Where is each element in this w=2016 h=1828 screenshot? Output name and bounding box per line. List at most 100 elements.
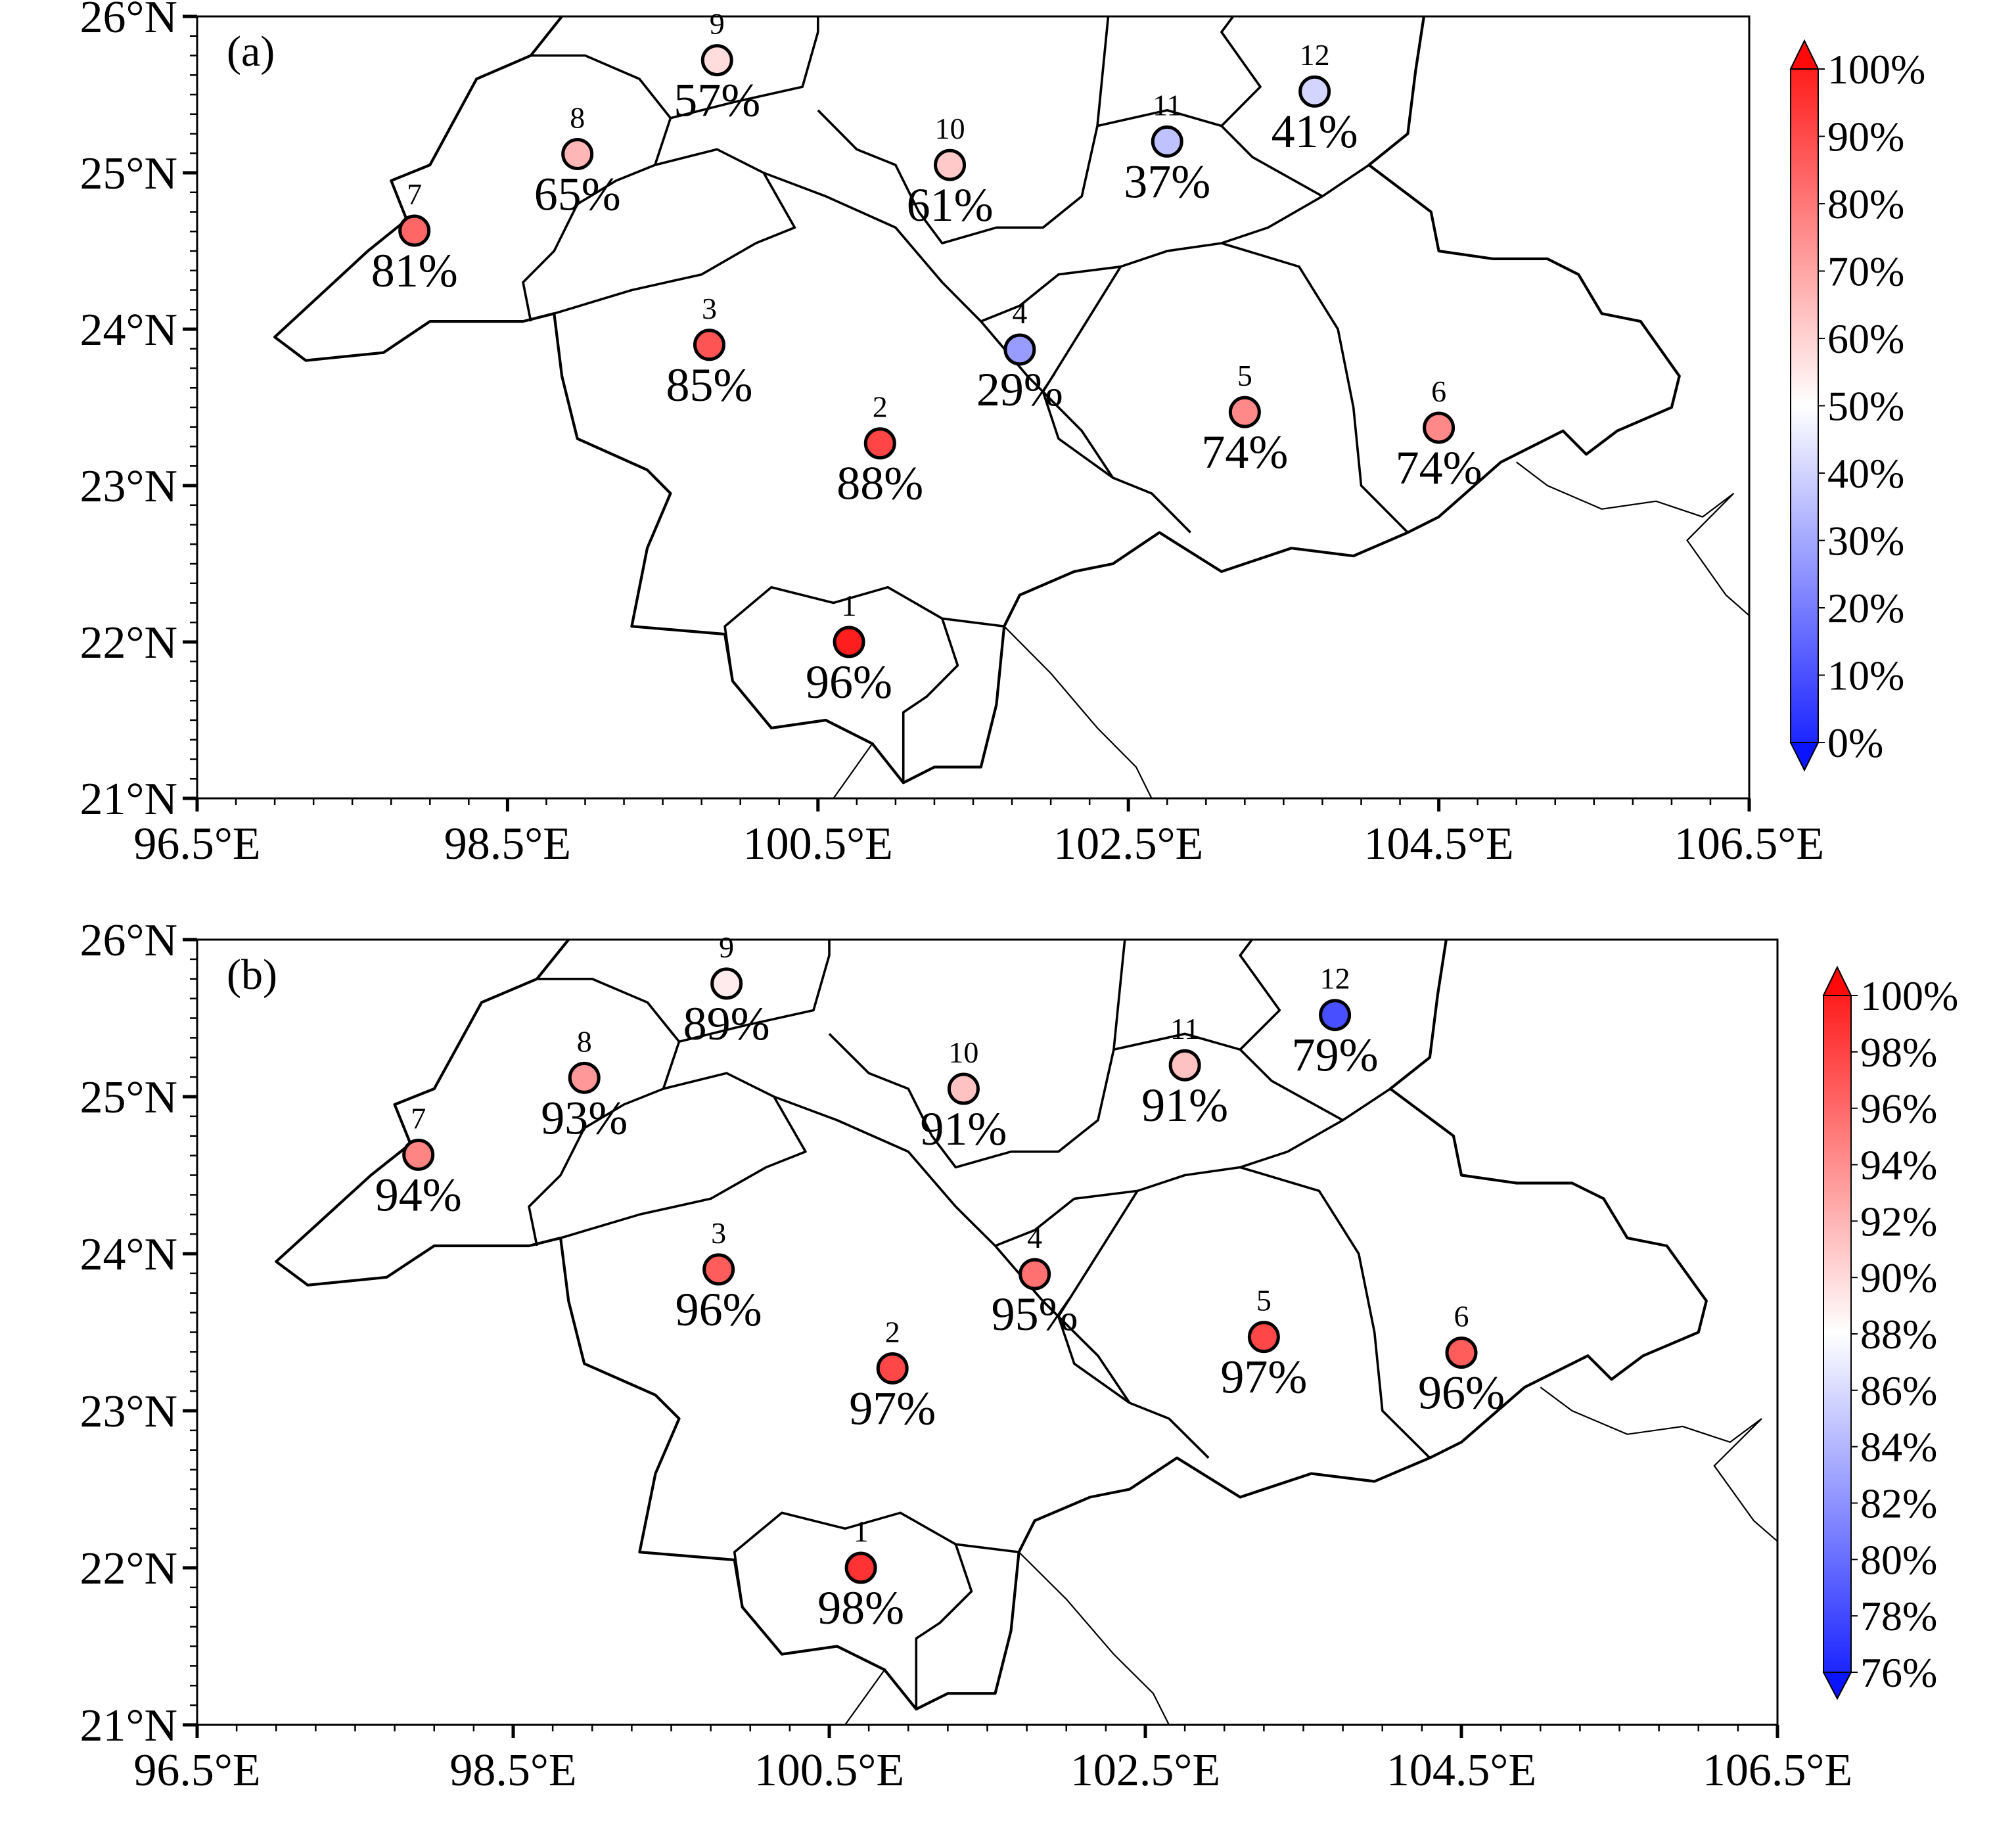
colorbar-label: 40% bbox=[1827, 450, 1904, 497]
colorbar-label: 60% bbox=[1827, 315, 1904, 362]
station-id: 11 bbox=[1153, 88, 1181, 122]
station-marker bbox=[700, 44, 733, 77]
colorbar-label: 92% bbox=[1860, 1198, 1937, 1245]
station-id: 6 bbox=[1454, 1300, 1469, 1333]
station-id: 1 bbox=[842, 589, 857, 622]
x-tick-label: 102.5°E bbox=[1070, 1745, 1220, 1796]
boundaries bbox=[275, 940, 1777, 1725]
colorbar-body bbox=[1823, 965, 1852, 1701]
station-5: 5 97% bbox=[1220, 1284, 1307, 1404]
station-value: 85% bbox=[666, 359, 752, 411]
country-border bbox=[1018, 1551, 1170, 1725]
station-value: 89% bbox=[683, 997, 770, 1050]
station-id: 4 bbox=[1012, 296, 1027, 330]
station-10: 10 61% bbox=[907, 112, 994, 231]
station-4: 4 95% bbox=[992, 1221, 1078, 1340]
station-value: 57% bbox=[674, 74, 760, 127]
station-11: 11 91% bbox=[1141, 1012, 1228, 1131]
colorbar-label: 84% bbox=[1860, 1424, 1937, 1471]
station-2: 2 88% bbox=[836, 390, 923, 510]
station-value: 29% bbox=[976, 363, 1063, 416]
district-boundary bbox=[1042, 265, 1122, 479]
station-7: 7 81% bbox=[371, 177, 458, 297]
station-value: 98% bbox=[817, 1582, 904, 1634]
station-9: 9 57% bbox=[674, 7, 760, 127]
colorbar-label: 78% bbox=[1860, 1593, 1937, 1639]
station-id: 5 bbox=[1256, 1284, 1271, 1317]
x-tick-label: 102.5°E bbox=[1053, 819, 1203, 869]
station-id: 8 bbox=[570, 101, 585, 134]
x-tick-label: 100.5°E bbox=[743, 819, 893, 869]
colorbar-label: 82% bbox=[1860, 1480, 1937, 1527]
district-boundary bbox=[553, 148, 796, 315]
district-boundary bbox=[1239, 940, 1281, 1051]
station-marker bbox=[1019, 1258, 1051, 1291]
y-tick-label: 23°N bbox=[80, 461, 177, 512]
district-boundary bbox=[817, 16, 1110, 244]
x-tick-label: 96.5°E bbox=[133, 819, 260, 869]
colorbar-label: 80% bbox=[1860, 1536, 1937, 1583]
station-1: 1 96% bbox=[806, 589, 892, 708]
station-marker bbox=[934, 149, 967, 181]
district-boundary bbox=[902, 618, 959, 783]
x-tick-label: 104.5°E bbox=[1386, 1745, 1536, 1796]
station-marker bbox=[844, 1551, 877, 1584]
station-value: 97% bbox=[1220, 1351, 1307, 1404]
x-tick-label: 100.5°E bbox=[754, 1745, 904, 1796]
station-marker bbox=[561, 137, 594, 170]
colorbar-max-extend bbox=[1822, 965, 1852, 996]
station-marker bbox=[1151, 125, 1183, 158]
district-boundary bbox=[1057, 1190, 1139, 1404]
station-marker bbox=[1319, 999, 1352, 1032]
y-tick-label: 26°N bbox=[80, 915, 177, 966]
station-8: 8 93% bbox=[541, 1024, 628, 1144]
province-boundary bbox=[275, 940, 1708, 1711]
y-tick-label: 22°N bbox=[80, 618, 177, 668]
country-border bbox=[844, 1669, 886, 1725]
colorbar-label: 0% bbox=[1827, 720, 1883, 766]
map-panel-b: 96.5°E 98.5°E 100.5°E 102.5°E 104.5°E 106.5°E… bbox=[80, 915, 1958, 1796]
colorbar-label: 30% bbox=[1827, 518, 1904, 564]
district-boundary bbox=[670, 16, 819, 120]
station-11: 11 37% bbox=[1124, 88, 1210, 208]
district-boundary bbox=[537, 978, 681, 1089]
station-marker bbox=[1228, 396, 1261, 428]
station-marker bbox=[693, 329, 725, 361]
colorbar-max-extend bbox=[1789, 39, 1820, 70]
station-id: 4 bbox=[1027, 1221, 1042, 1254]
colorbar-label: 90% bbox=[1827, 114, 1904, 160]
colorbar-body bbox=[1790, 39, 1819, 772]
colorbar-label: 20% bbox=[1827, 585, 1904, 631]
station-marker bbox=[710, 967, 743, 1000]
station-marker bbox=[398, 214, 431, 247]
station-value: 61% bbox=[907, 179, 994, 231]
colorbar-label: 80% bbox=[1827, 181, 1904, 227]
station-id: 10 bbox=[948, 1036, 978, 1069]
station-id: 10 bbox=[935, 112, 965, 145]
station-marker bbox=[568, 1061, 601, 1094]
y-tick-label: 26°N bbox=[80, 0, 177, 43]
colorbar-label: 88% bbox=[1860, 1311, 1937, 1358]
x-tick-label: 96.5°E bbox=[133, 1745, 260, 1796]
y-tick-label: 24°N bbox=[80, 305, 177, 355]
district-boundary bbox=[528, 1087, 664, 1246]
colorbar-label: 70% bbox=[1827, 248, 1904, 295]
colorbar-min-extend bbox=[1789, 742, 1820, 772]
colorbar-label: 10% bbox=[1827, 652, 1904, 699]
colorbar-label: 94% bbox=[1860, 1142, 1937, 1189]
district-boundary bbox=[828, 940, 1126, 1169]
district-boundary bbox=[522, 164, 656, 322]
station-value: 74% bbox=[1201, 426, 1288, 478]
x-tick-label: 98.5°E bbox=[449, 1745, 576, 1796]
station-value: 91% bbox=[1141, 1079, 1228, 1131]
station-marker bbox=[1423, 411, 1455, 444]
station-2: 2 97% bbox=[849, 1315, 936, 1434]
station-6: 6 96% bbox=[1418, 1300, 1505, 1419]
x-tick-label: 104.5°E bbox=[1363, 819, 1513, 869]
station-12: 12 79% bbox=[1292, 962, 1379, 1082]
colorbar-label: 76% bbox=[1860, 1649, 1937, 1696]
district-boundary bbox=[1220, 16, 1262, 127]
x-tick-label: 98.5°E bbox=[444, 819, 571, 869]
y-tick-label: 25°N bbox=[80, 1072, 177, 1123]
station-value: 96% bbox=[676, 1283, 762, 1336]
